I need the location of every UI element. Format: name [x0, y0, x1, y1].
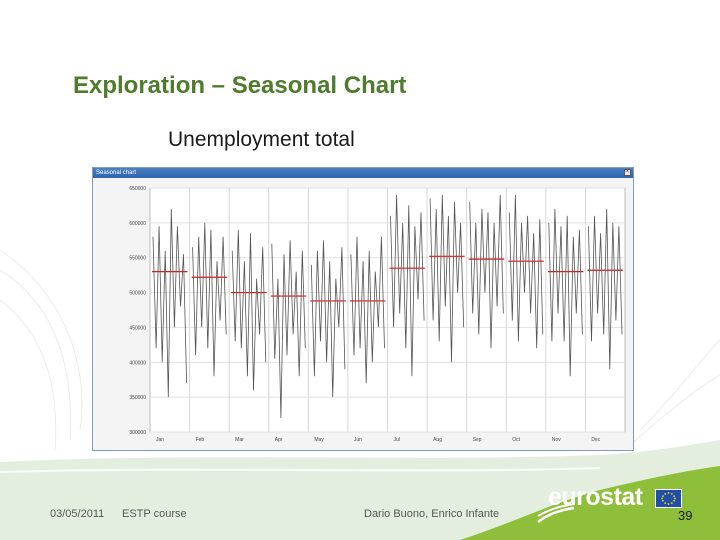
y-tick-label: 400000	[129, 360, 146, 366]
seasonal-chart: 300000 350000 400000 450000 500000 550000 6000…	[93, 178, 633, 450]
y-tick-label: 300000	[129, 430, 146, 436]
series-line-oct	[508, 194, 544, 349]
y-tick-label: 450000	[129, 325, 146, 331]
x-tick-label: Jan	[156, 437, 164, 443]
logo-swoosh	[537, 503, 575, 523]
series-line-apr	[271, 240, 306, 419]
y-tick-label: 550000	[129, 256, 146, 262]
chart-heading: Unemployment total	[168, 128, 355, 151]
series-line-dec	[588, 208, 623, 370]
window-titlebar[interactable]: Seasonal chart ×	[93, 168, 633, 178]
series-line-sep	[469, 194, 504, 349]
x-tick-label: Apr	[275, 437, 283, 443]
eu-flag-icon	[655, 489, 682, 508]
green-band	[460, 466, 720, 540]
series-line-may	[310, 240, 346, 398]
slide-title: Exploration – Seasonal Chart	[73, 72, 407, 99]
x-tick-label: Jul	[394, 437, 400, 443]
series-line-jun	[350, 236, 385, 384]
y-tick-label: 600000	[129, 221, 146, 227]
y-tick-label: 500000	[129, 291, 146, 297]
footer-date: 03/05/2011	[50, 508, 105, 520]
series-line-aug	[429, 194, 465, 363]
x-tick-label: May	[314, 437, 324, 443]
x-tick-label: Nov	[552, 437, 561, 443]
eurostat-logo: eurostat	[548, 483, 643, 511]
seasonal-chart-window: Seasonal chart × 300000 350000 400000 45000…	[92, 167, 634, 451]
series-line-feb	[192, 222, 227, 377]
window-title: Seasonal chart	[96, 170, 137, 176]
x-tick-label: Jun	[354, 437, 362, 443]
y-tick-label: 350000	[129, 395, 146, 401]
series-line-jul	[390, 194, 425, 377]
y-tick-label: 650000	[129, 186, 146, 192]
x-tick-label: Feb	[196, 437, 205, 443]
x-tick-label: Sep	[473, 437, 482, 443]
x-tick-label: Mar	[235, 437, 244, 443]
page-number: 39	[678, 508, 693, 523]
close-button[interactable]: ×	[624, 169, 631, 176]
x-tick-label: Dec	[591, 437, 600, 443]
series-line-mar	[231, 229, 267, 391]
x-tick-label: Oct	[512, 437, 520, 443]
series-line-nov	[548, 208, 583, 377]
x-tick-label: Aug	[433, 437, 442, 443]
footer-course: ESTP course	[122, 508, 187, 520]
series-line-jan	[152, 208, 187, 398]
footer-authors: Dario Buono, Enrico Infante	[364, 508, 500, 520]
